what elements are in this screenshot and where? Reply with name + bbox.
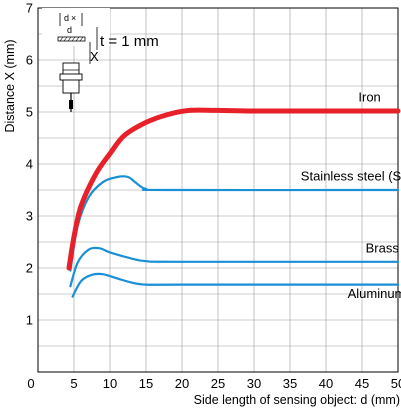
y-tick-label: 1 [26, 313, 33, 328]
inset-d-bottom-label: d [67, 25, 72, 35]
inset-sensor-icon [59, 62, 83, 112]
inset-d-top-label: d [64, 13, 69, 23]
inset-hatch-1 [59, 36, 64, 42]
y-tick-label: 6 [26, 53, 33, 68]
y-tick-label: 2 [26, 261, 33, 276]
inset-hatch-5 [75, 36, 80, 42]
tick-labels: 051015202530354045501234567 [26, 1, 401, 392]
y-axis-title: Distance X (mm) [3, 39, 17, 132]
x-tick-label: 15 [139, 376, 153, 391]
x-tick-label: 0 [27, 376, 34, 391]
inset-x-label: X [90, 49, 99, 64]
inset-thickness-label: t = 1 mm [100, 33, 159, 50]
series-line-aluminum [71, 272, 400, 298]
series-label: Aluminum [348, 286, 401, 301]
x-tick-label: 10 [103, 376, 117, 391]
series-label: Iron [358, 90, 380, 105]
y-tick-label: 3 [26, 209, 33, 224]
inset-hatch-6 [79, 36, 84, 42]
x-axis-title: Side length of sensing object: d (mm) [194, 393, 400, 407]
y-tick-label: 7 [26, 1, 33, 16]
series-line-brass [69, 246, 400, 288]
x-tick-label: 40 [319, 376, 333, 391]
y-tick-label: 4 [26, 157, 33, 172]
x-tick-label: 30 [247, 376, 261, 391]
inset-cross-symbol: × [71, 13, 76, 23]
series-layer: Iron Stainless steel (SUS304) Brass Aluminu… [66, 90, 401, 301]
x-tick-label: 25 [211, 376, 225, 391]
inset-hatch-4 [71, 36, 76, 42]
inset-hatch-3 [67, 36, 72, 42]
series-line-iron [66, 107, 401, 271]
inset-target-plate [57, 36, 86, 42]
series-label: Stainless steel (SUS304) [301, 169, 401, 184]
inset-hatch-2 [63, 36, 68, 42]
series-line-stainless-steel-sus304 [69, 175, 400, 272]
x-tick-label: 35 [283, 376, 297, 391]
x-tick-label: 50 [391, 376, 401, 391]
series-label: Brass [366, 240, 400, 255]
x-tick-label: 20 [175, 376, 189, 391]
y-tick-label: 5 [26, 105, 33, 120]
inset-diagram: d × d t = 1 mm X [42, 8, 159, 112]
x-tick-label: 5 [70, 376, 77, 391]
x-tick-label: 45 [355, 376, 369, 391]
grid [38, 8, 398, 372]
